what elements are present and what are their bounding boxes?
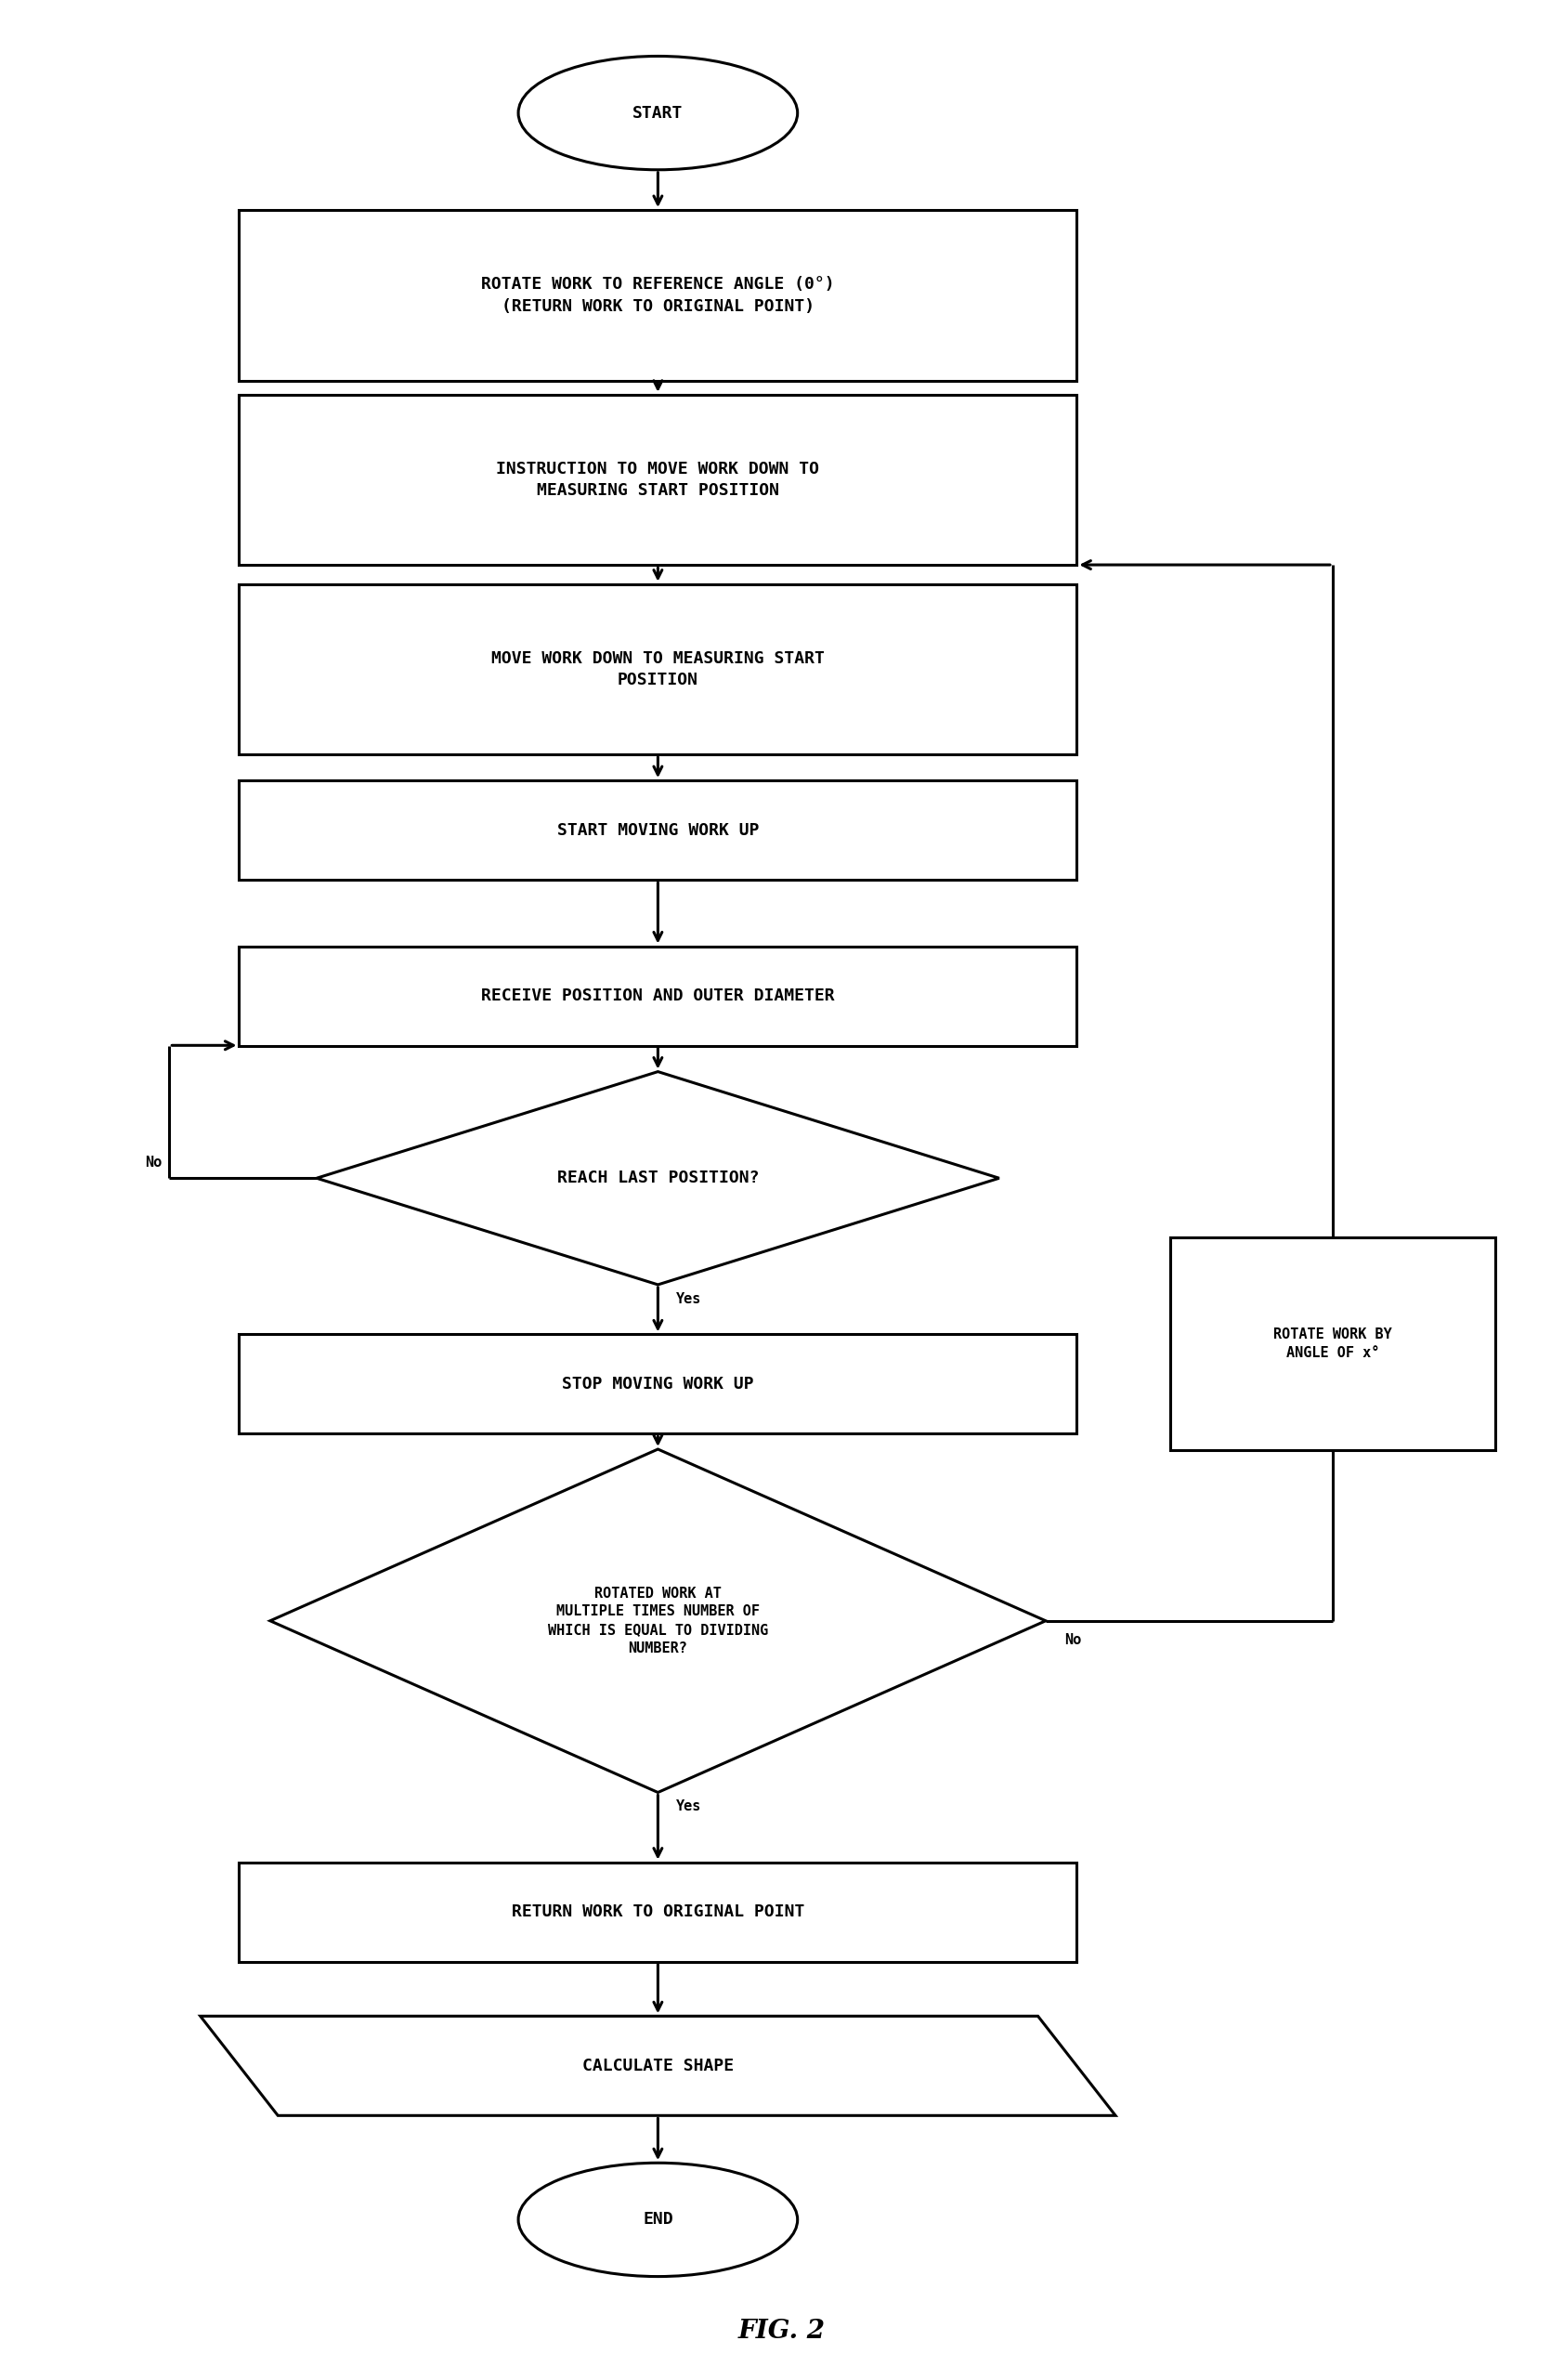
Bar bbox=[239, 583, 1076, 754]
Bar bbox=[1170, 1238, 1495, 1449]
Bar bbox=[239, 1861, 1076, 1961]
Text: No: No bbox=[144, 1154, 161, 1169]
Text: Yes: Yes bbox=[677, 1799, 702, 1814]
Text: END: END bbox=[643, 2211, 673, 2228]
Text: ROTATED WORK AT
MULTIPLE TIMES NUMBER OF
WHICH IS EQUAL TO DIVIDING
NUMBER?: ROTATED WORK AT MULTIPLE TIMES NUMBER OF… bbox=[547, 1585, 768, 1656]
Text: REACH LAST POSITION?: REACH LAST POSITION? bbox=[557, 1171, 759, 1188]
Text: RECEIVE POSITION AND OUTER DIAMETER: RECEIVE POSITION AND OUTER DIAMETER bbox=[482, 988, 835, 1004]
Text: RETURN WORK TO ORIGINAL POINT: RETURN WORK TO ORIGINAL POINT bbox=[511, 1904, 804, 1921]
Text: MOVE WORK DOWN TO MEASURING START
POSITION: MOVE WORK DOWN TO MEASURING START POSITI… bbox=[491, 650, 824, 688]
Text: ROTATE WORK BY
ANGLE OF x°: ROTATE WORK BY ANGLE OF x° bbox=[1273, 1328, 1392, 1359]
Bar bbox=[239, 781, 1076, 881]
Text: FIG. 2: FIG. 2 bbox=[738, 2318, 826, 2344]
Text: INSTRUCTION TO MOVE WORK DOWN TO
MEASURING START POSITION: INSTRUCTION TO MOVE WORK DOWN TO MEASURI… bbox=[496, 462, 820, 500]
Text: START: START bbox=[633, 105, 683, 121]
Text: START MOVING WORK UP: START MOVING WORK UP bbox=[557, 821, 759, 838]
Text: CALCULATE SHAPE: CALCULATE SHAPE bbox=[582, 2056, 734, 2075]
Bar bbox=[239, 395, 1076, 564]
Bar bbox=[239, 209, 1076, 381]
Bar bbox=[239, 947, 1076, 1045]
Text: Yes: Yes bbox=[677, 1292, 702, 1307]
Bar bbox=[239, 1335, 1076, 1433]
Text: STOP MOVING WORK UP: STOP MOVING WORK UP bbox=[561, 1376, 754, 1392]
Text: No: No bbox=[1064, 1633, 1081, 1647]
Text: ROTATE WORK TO REFERENCE ANGLE (0°)
(RETURN WORK TO ORIGINAL POINT): ROTATE WORK TO REFERENCE ANGLE (0°) (RET… bbox=[482, 276, 835, 314]
